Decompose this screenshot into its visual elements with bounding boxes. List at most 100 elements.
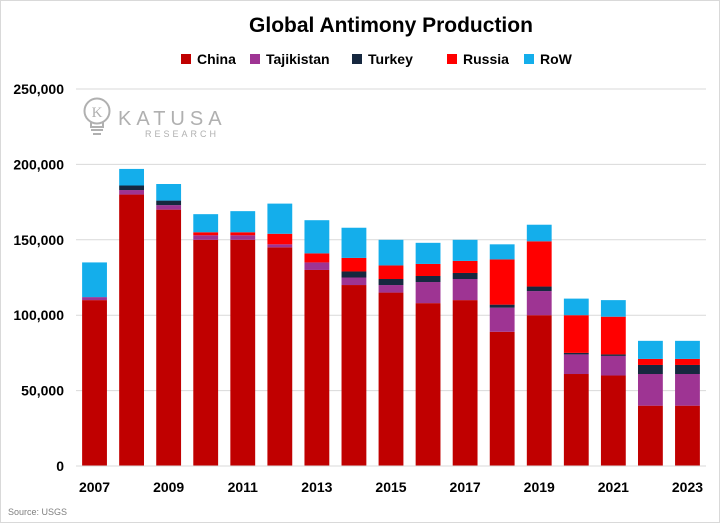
bar-turkey-2008: [119, 185, 145, 191]
bar-stack-2018: [489, 244, 515, 466]
bar-china-2009: [156, 209, 182, 466]
legend: China Tajikistan Turkey Russia RoW: [181, 51, 573, 67]
y-tick-label: 150,000: [13, 232, 64, 248]
legend-swatch: [524, 54, 534, 64]
bar-turkey-2016: [415, 275, 441, 283]
bar-stack-2011: [230, 211, 256, 466]
bar-stack-2021: [600, 300, 626, 466]
y-tick-label: 0: [56, 458, 64, 474]
bar-tajikistan-2018: [489, 307, 515, 332]
bar-row-2020: [563, 298, 589, 316]
bar-row-2022: [637, 340, 663, 359]
bar-row-2023: [675, 340, 700, 359]
y-tick-label: 50,000: [21, 383, 64, 399]
bar-tajikistan-2022: [637, 374, 663, 406]
bar-china-2021: [600, 375, 626, 466]
bar-tajikistan-2007: [82, 297, 107, 301]
bar-row-2016: [415, 242, 441, 264]
bar-stack-2019: [526, 224, 552, 466]
bar-tajikistan-2019: [526, 291, 552, 316]
bar-russia-2023: [675, 358, 700, 365]
watermark-subtitle: RESEARCH: [145, 129, 219, 139]
legend-item-tajikistan: Tajikistan: [250, 51, 330, 67]
bar-russia-2016: [415, 263, 441, 276]
bar-row-2012: [267, 203, 293, 234]
bar-tajikistan-2016: [415, 282, 441, 304]
bar-turkey-2015: [378, 279, 404, 286]
x-tick-label: 2019: [524, 479, 555, 495]
bar-turkey-2023: [675, 364, 700, 375]
legend-label: Turkey: [368, 51, 413, 67]
bar-china-2007: [82, 300, 107, 466]
x-tick-label: 2017: [450, 479, 481, 495]
bar-row-2018: [489, 244, 515, 260]
bars: [82, 168, 700, 466]
bar-stack-2012: [267, 203, 293, 466]
y-tick-label: 100,000: [13, 307, 64, 323]
bar-china-2019: [526, 315, 552, 466]
x-tick-label: 2015: [375, 479, 406, 495]
legend-label: RoW: [540, 51, 573, 67]
bar-turkey-2022: [637, 364, 663, 375]
legend-item-china: China: [181, 51, 236, 67]
bar-china-2016: [415, 303, 441, 466]
bar-russia-2018: [489, 259, 515, 305]
bar-china-2015: [378, 292, 404, 466]
bar-tajikistan-2021: [600, 355, 626, 376]
bar-row-2009: [156, 184, 182, 201]
bar-china-2012: [267, 247, 293, 466]
legend-item-turkey: Turkey: [352, 51, 413, 67]
x-tick-label: 2023: [672, 479, 703, 495]
watermark-name: KATUSA: [118, 108, 227, 130]
bar-tajikistan-2017: [452, 279, 478, 301]
legend-label: Tajikistan: [266, 51, 330, 67]
bar-russia-2010: [193, 232, 219, 236]
bar-russia-2020: [563, 315, 589, 353]
legend-label: China: [197, 51, 236, 67]
bar-china-2023: [675, 405, 700, 466]
bar-stack-2023: [675, 340, 700, 466]
bar-tajikistan-2012: [267, 244, 293, 248]
bar-tajikistan-2013: [304, 262, 330, 270]
bar-row-2019: [526, 224, 552, 242]
x-tick-label: 2011: [228, 479, 259, 495]
legend-item-russia: Russia: [447, 51, 509, 67]
x-tick-label: 2007: [79, 479, 110, 495]
bar-row-2008: [119, 168, 145, 186]
x-tick-label: 2021: [598, 479, 629, 495]
bar-russia-2014: [341, 257, 367, 272]
bar-russia-2022: [637, 358, 663, 365]
bar-china-2014: [341, 285, 367, 466]
bar-tajikistan-2020: [563, 354, 589, 375]
y-axis-ticks: 0 50,000 100,000 150,000 200,000 250,000: [13, 81, 64, 474]
bar-stack-2015: [378, 239, 404, 466]
watermark-logo: K KATUSA RESEARCH: [83, 97, 227, 139]
bar-russia-2019: [526, 241, 552, 287]
bar-turkey-2017: [452, 272, 478, 280]
bar-stack-2017: [452, 239, 478, 466]
bar-stack-2013: [304, 220, 330, 466]
bar-china-2017: [452, 300, 478, 466]
y-tick-label: 250,000: [13, 81, 64, 97]
bar-stack-2014: [341, 227, 367, 466]
bar-stack-2010: [193, 214, 219, 466]
bar-russia-2017: [452, 260, 478, 273]
legend-swatch: [250, 54, 260, 64]
bar-china-2020: [563, 374, 589, 466]
bar-tajikistan-2009: [156, 205, 182, 210]
x-axis-ticks: 2007 2009 2011 2013 2015 2017 2019 2021 2023: [79, 479, 703, 495]
legend-item-row: RoW: [524, 51, 573, 67]
bar-turkey-2018: [489, 304, 515, 308]
bar-stack-2008: [119, 168, 145, 466]
chart-title: Global Antimony Production: [249, 14, 533, 37]
bar-russia-2013: [304, 253, 330, 263]
source-note: Source: USGS: [8, 507, 67, 517]
bar-tajikistan-2015: [378, 285, 404, 293]
bar-turkey-2019: [526, 286, 552, 292]
bar-china-2008: [119, 194, 145, 466]
bar-row-2007: [82, 262, 107, 298]
y-tick-label: 200,000: [13, 156, 64, 172]
watermark-initial: K: [92, 105, 103, 121]
bar-row-2021: [600, 300, 626, 317]
bar-turkey-2009: [156, 200, 182, 206]
